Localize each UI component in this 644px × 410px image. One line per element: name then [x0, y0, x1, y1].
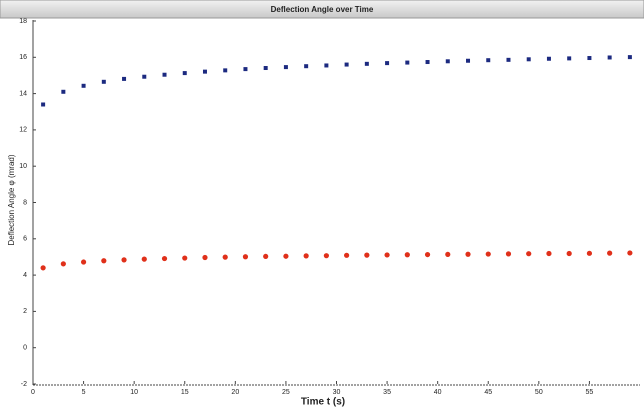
point: [101, 258, 107, 264]
point: [526, 57, 531, 62]
y-tick-label: 10: [19, 163, 27, 170]
point: [81, 83, 86, 88]
point: [182, 255, 188, 261]
point: [263, 66, 268, 71]
point: [405, 60, 410, 65]
point: [242, 254, 249, 260]
point: [424, 251, 431, 258]
point: [344, 252, 350, 258]
chart-title: Deflection Angle over Time: [271, 5, 374, 14]
point: [283, 65, 288, 70]
point: [466, 58, 471, 63]
point: [223, 68, 228, 73]
y-tick-label: 0: [23, 345, 27, 352]
x-tick-label: 0: [31, 389, 35, 396]
x-tick-label: 30: [333, 389, 341, 396]
y-tick-label: 4: [23, 272, 27, 279]
point: [202, 254, 208, 261]
point: [384, 252, 390, 258]
point: [202, 69, 207, 74]
point: [607, 55, 612, 60]
point: [546, 56, 551, 61]
y-tick-label: 2: [23, 308, 27, 315]
point: [445, 251, 451, 258]
point: [566, 250, 572, 257]
x-tick-label: 35: [383, 389, 391, 396]
point: [263, 253, 269, 260]
point: [587, 56, 592, 61]
point: [486, 58, 491, 63]
x-tick-label: 15: [181, 389, 189, 396]
point: [283, 253, 289, 259]
x-tick-label: 55: [586, 389, 594, 396]
point: [445, 59, 450, 64]
y-tick-label: 14: [19, 90, 27, 97]
point: [465, 251, 471, 257]
x-tick-label: 45: [484, 389, 492, 396]
point: [41, 102, 46, 107]
y-tick-label: 12: [19, 127, 27, 134]
x-tick-label: 50: [535, 389, 543, 396]
point: [121, 257, 127, 263]
point: [162, 72, 167, 77]
point: [80, 259, 87, 265]
point: [182, 71, 187, 76]
point: [122, 76, 127, 81]
point: [505, 251, 512, 257]
point: [304, 64, 309, 69]
point: [303, 253, 309, 259]
point: [607, 250, 613, 256]
point: [161, 255, 168, 262]
x-tick-label: 5: [82, 389, 86, 396]
y-tick-label: 6: [23, 236, 27, 243]
point: [141, 256, 147, 262]
y-tick-label: 16: [19, 54, 27, 61]
point: [404, 252, 410, 258]
point: [60, 261, 66, 267]
title-bar: [0, 0, 644, 19]
y-tick-label: -2: [21, 381, 27, 388]
point: [142, 74, 147, 79]
point: [222, 254, 228, 260]
point: [567, 56, 572, 61]
point: [627, 55, 632, 60]
point: [485, 251, 491, 257]
y-tick-label: 18: [19, 18, 27, 25]
point: [243, 67, 248, 72]
point: [364, 252, 370, 258]
x-tick-label: 10: [130, 389, 138, 396]
point: [627, 250, 633, 256]
point: [526, 251, 532, 257]
point: [101, 79, 106, 84]
point: [385, 61, 390, 66]
point: [323, 253, 329, 259]
point: [40, 265, 46, 271]
x-axis-label: Time t (s): [301, 397, 345, 408]
point: [506, 57, 511, 62]
point: [364, 61, 369, 66]
point: [586, 250, 593, 256]
x-tick-label: 25: [282, 389, 290, 396]
y-axis-label: Deflection Angle φ (mrad): [7, 154, 16, 245]
x-tick-label: 20: [231, 389, 239, 396]
point: [425, 60, 430, 65]
point: [344, 62, 349, 67]
x-tick-label: 40: [434, 389, 442, 396]
point: [324, 63, 329, 68]
point: [61, 89, 66, 94]
y-tick-label: 8: [23, 199, 27, 206]
point: [546, 250, 552, 257]
